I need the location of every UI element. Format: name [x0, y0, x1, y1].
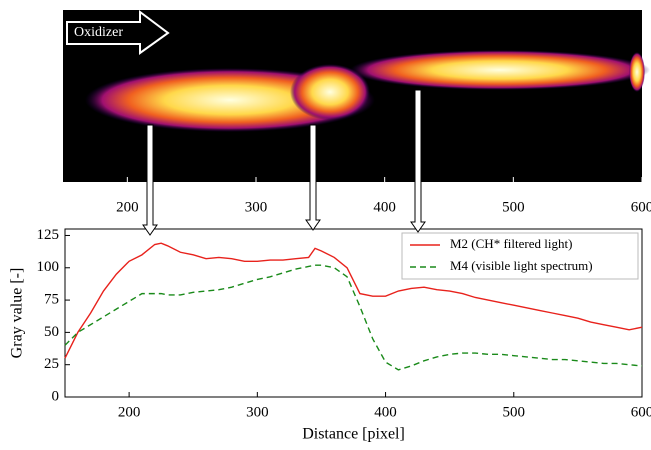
- x-tick-label: 200: [116, 199, 139, 215]
- x-tick-label: 600: [631, 404, 651, 420]
- flame-image: Oxidizer: [63, 10, 650, 182]
- x-tick-label: 500: [502, 199, 525, 215]
- y-tick-label: 25: [44, 356, 59, 372]
- x-tick-label: 400: [374, 404, 397, 420]
- x-tick-label: 500: [503, 404, 526, 420]
- x-tick-label: 300: [245, 199, 268, 215]
- data-line: [64, 264, 643, 371]
- legend-label: M4 (visible light spectrum): [450, 258, 593, 273]
- legend-box: [401, 232, 639, 280]
- arrows: [142, 89, 426, 236]
- annotation: Oxidizer: [74, 25, 123, 40]
- x-tick-label: 400: [373, 199, 396, 215]
- x-axis-label: Distance [pixel]: [302, 426, 405, 443]
- x-tick-label: 300: [246, 404, 269, 420]
- y-tick-label: 125: [37, 227, 60, 243]
- y-axis-label: Gray value [-]: [9, 268, 26, 359]
- x-tick-label: 600: [631, 199, 651, 215]
- legend-label: M2 (CH* filtered light): [450, 236, 572, 251]
- y-tick-label: 75: [44, 292, 59, 308]
- data-line: [64, 242, 643, 359]
- plot-frame: [64, 228, 643, 398]
- y-tick-label: 100: [37, 259, 60, 275]
- x-tick-label: 200: [118, 404, 141, 420]
- y-tick-label: 0: [52, 388, 60, 404]
- y-tick-label: 50: [44, 324, 59, 340]
